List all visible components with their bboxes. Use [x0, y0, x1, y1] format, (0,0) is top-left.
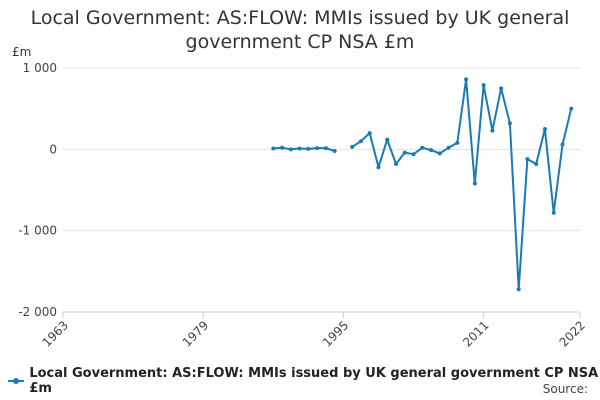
y-tick-label: -1 000: [18, 224, 57, 238]
data-point: [288, 147, 293, 152]
data-point: [306, 146, 311, 151]
legend-label: Local Government: AS:FLOW: MMIs issued b…: [29, 366, 599, 396]
y-tick-label: 0: [49, 142, 57, 156]
data-point: [534, 161, 539, 166]
grid-layer: [63, 67, 580, 313]
data-point: [507, 121, 512, 126]
data-point: [280, 145, 285, 150]
source-label: Source:: [542, 382, 588, 396]
chart-title: Local Government: AS:FLOW: MMIs issued b…: [0, 6, 600, 54]
y-tick-label: 1 000: [23, 61, 57, 75]
data-point: [551, 210, 556, 215]
series-line-segment: [351, 78, 573, 291]
x-tick-label: 1979: [180, 318, 211, 349]
chart-title-line-2: government CP NSA £m: [185, 31, 415, 53]
data-point: [420, 145, 425, 150]
data-point: [499, 86, 504, 91]
data-point: [323, 146, 328, 151]
x-tick-label: 1995: [320, 318, 351, 349]
data-point: [542, 127, 547, 131]
data-point: [315, 146, 320, 151]
legend-swatch: [8, 375, 24, 387]
data-point: [297, 146, 302, 151]
data-point: [385, 137, 390, 142]
y-axis-unit-label: £m: [12, 45, 32, 59]
data-point: [464, 77, 469, 82]
data-point: [569, 106, 574, 111]
data-point: [376, 165, 381, 170]
series-layer: [271, 77, 574, 292]
data-point: [525, 157, 530, 162]
data-point: [429, 148, 434, 153]
data-point: [393, 161, 398, 166]
data-point: [490, 128, 495, 133]
legend-dot-marker: [13, 378, 19, 384]
data-point: [560, 142, 565, 147]
x-tick-label: 1963: [40, 318, 71, 349]
data-point: [411, 152, 416, 157]
x-tick-label: 2022: [557, 318, 588, 349]
data-point: [271, 146, 276, 151]
data-point: [367, 131, 372, 136]
data-point: [358, 139, 363, 144]
y-tick-label: -2 000: [18, 305, 57, 319]
chart-title-line-1: Local Government: AS:FLOW: MMIs issued b…: [30, 7, 570, 29]
legend[interactable]: Local Government: AS:FLOW: MMIs issued b…: [8, 366, 600, 396]
data-point: [350, 144, 355, 149]
data-point: [332, 148, 337, 153]
data-point: [481, 83, 486, 88]
x-tick-label: 2011: [460, 318, 491, 349]
data-point: [472, 181, 477, 186]
data-point: [446, 145, 451, 150]
data-point: [455, 140, 460, 145]
data-point: [437, 151, 442, 156]
data-point: [516, 287, 521, 292]
data-point: [402, 150, 407, 155]
